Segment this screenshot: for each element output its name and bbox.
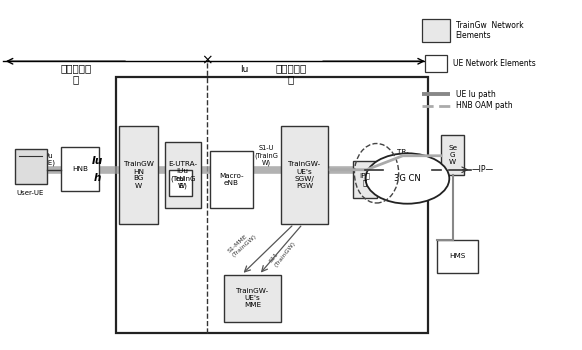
Bar	[441, 135, 464, 175]
Text: HNB: HNB	[72, 166, 88, 172]
Bar	[119, 126, 158, 224]
Text: 3G CN: 3G CN	[394, 174, 421, 183]
Bar	[353, 161, 377, 198]
Bar	[281, 126, 328, 224]
Text: TR-
069: TR- 069	[396, 149, 410, 162]
Text: TrainGw  Network
Elements: TrainGw Network Elements	[456, 21, 523, 40]
Text: Iu: Iu	[92, 156, 104, 166]
Text: UE Iu path: UE Iu path	[456, 90, 495, 99]
Text: Uu
(UE): Uu (UE)	[40, 153, 55, 166]
Bar	[169, 170, 192, 196]
Text: S1-MME
(TrainGW): S1-MME (TrainGW)	[227, 229, 257, 258]
Bar	[15, 149, 47, 184]
Text: User-UE: User-UE	[17, 189, 44, 196]
Text: TrainGW-
UE's
MME: TrainGW- UE's MME	[236, 288, 269, 308]
Bar	[436, 240, 478, 273]
Bar	[165, 142, 201, 208]
Text: HMS: HMS	[449, 253, 466, 259]
Text: IP网
络: IP网 络	[360, 172, 370, 187]
Bar	[61, 147, 99, 191]
Text: Macro-
eNB: Macro- eNB	[219, 173, 244, 186]
Bar	[116, 77, 428, 332]
Text: HNB OAM path: HNB OAM path	[456, 102, 512, 111]
Circle shape	[365, 153, 449, 204]
Text: 地面固定设
备: 地面固定设 备	[275, 63, 307, 84]
Bar	[210, 150, 253, 208]
Text: S1-U
(TrainG
W): S1-U (TrainG W)	[254, 145, 279, 166]
Text: TrainGW-
UE's
SGW/
PGW: TrainGW- UE's SGW/ PGW	[288, 161, 321, 189]
Text: E-UTRA-
IUu
(TrainG
W): E-UTRA- IUu (TrainG W)	[168, 161, 197, 189]
Text: ×: ×	[201, 53, 212, 67]
Text: eU
E: eU E	[176, 176, 185, 189]
Text: UE Network Elements: UE Network Elements	[453, 59, 535, 68]
Text: Se
G
W: Se G W	[448, 145, 457, 165]
Bar	[425, 55, 447, 72]
Text: h: h	[94, 173, 101, 183]
Text: —IP—: —IP—	[471, 165, 494, 174]
Text: 车载移动设
备: 车载移动设 备	[60, 63, 91, 84]
Text: TrainGW
HN
BG
W: TrainGW HN BG W	[124, 161, 154, 189]
Text: S11
(TrainGW): S11 (TrainGW)	[269, 237, 296, 267]
Bar	[224, 275, 281, 322]
Text: Iu: Iu	[240, 65, 249, 75]
Bar	[422, 19, 450, 42]
